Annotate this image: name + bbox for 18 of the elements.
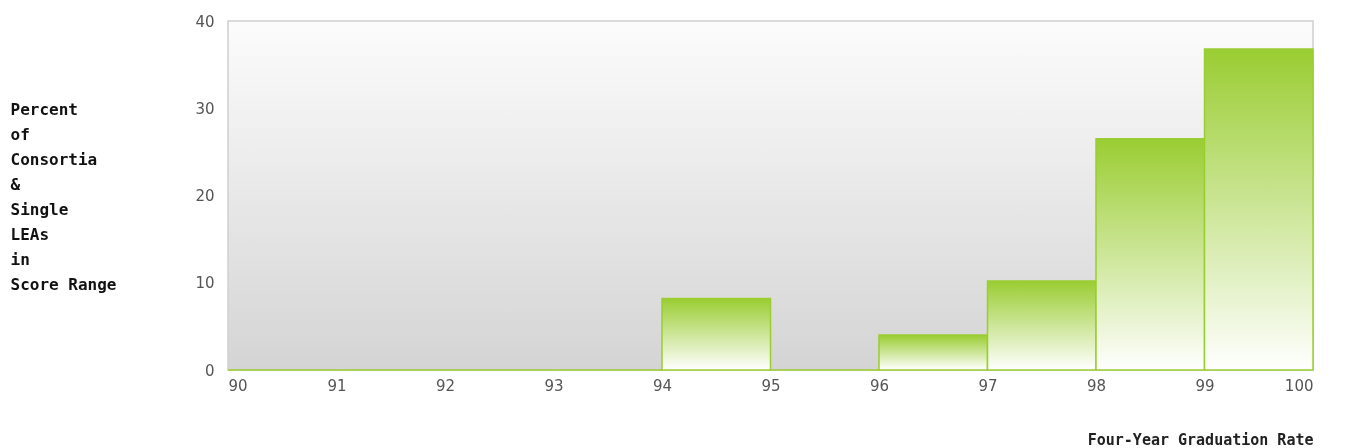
y-tick-label: 0 <box>204 361 215 380</box>
x-tick-label: 90 <box>228 376 248 395</box>
y-axis-title: Percent of Consortia & Single LEAs in Score Range <box>10 99 117 294</box>
y-tick-label: 20 <box>195 187 215 205</box>
x-tick-label: 92 <box>435 376 456 395</box>
x-tick-label: 96 <box>869 376 890 395</box>
y-tick-label: 10 <box>195 274 215 293</box>
x-tick-label: 100 <box>1284 376 1314 395</box>
y-tick-label: 40 <box>195 12 215 31</box>
x-tick-label: 97 <box>978 376 998 395</box>
x-tick-label: 98 <box>1086 376 1107 395</box>
x-tick-label: 99 <box>1195 376 1215 395</box>
x-tick-label: 95 <box>761 376 781 395</box>
x-tick-label: 94 <box>652 376 673 395</box>
x-tick-label: 93 <box>544 376 564 395</box>
x-tick-label: 91 <box>327 376 347 395</box>
x-axis-title: Four-Year Graduation Rate <box>1087 430 1314 448</box>
y-tick-label: 30 <box>195 99 215 118</box>
